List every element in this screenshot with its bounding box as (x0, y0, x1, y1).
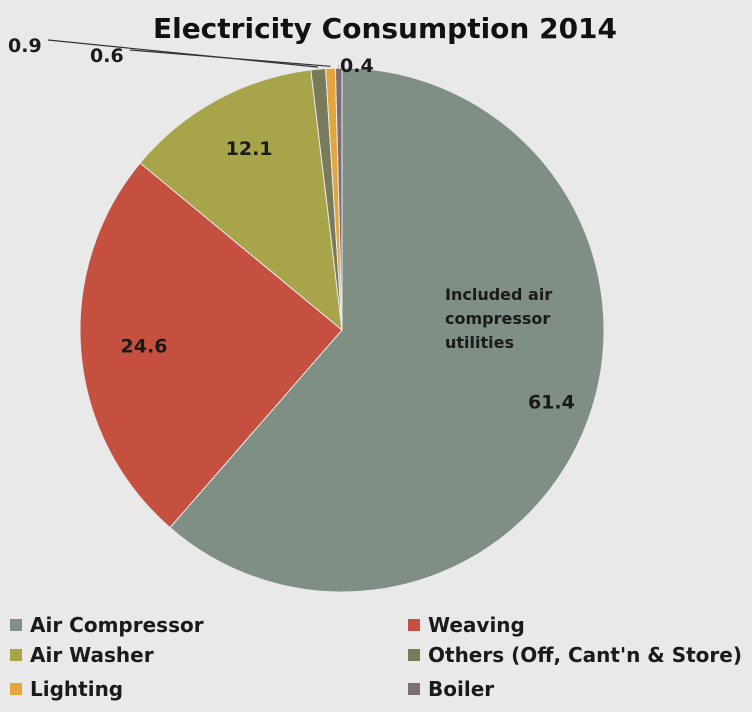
legend-item-air-compressor: Air Compressor (10, 613, 204, 637)
legend-label-air-compressor: Air Compressor (30, 613, 204, 637)
legend-swatch-air-washer (10, 649, 22, 661)
annotation-line-1: Included air (445, 285, 552, 304)
data-label-boiler: 0.4 (340, 55, 374, 77)
legend-item-others-off-cant-n-store: Others (Off, Cant'n & Store) (408, 643, 742, 667)
legend-label-boiler: Boiler (428, 677, 494, 701)
legend-label-air-washer: Air Washer (30, 643, 154, 667)
pie-slice-air-washer (139, 69, 343, 332)
data-label-air-compressor: 61.4 (528, 392, 575, 414)
legend-swatch-weaving (408, 619, 420, 631)
legend-swatch-air-compressor (10, 619, 22, 631)
legend: Air Compressor Weaving Air Washer Others (O… (10, 613, 742, 701)
legend-label-others-off-cant-n-store: Others (Off, Cant'n & Store) (428, 643, 742, 667)
legend-label-lighting: Lighting (30, 677, 123, 701)
legend-swatch-others-off-cant-n-store (408, 649, 420, 661)
legend-item-lighting: Lighting (10, 677, 123, 701)
annotation-line-3: utilities (445, 333, 514, 352)
legend-label-weaving: Weaving (428, 613, 525, 637)
legend-item-air-washer: Air Washer (10, 643, 154, 667)
legend-swatch-lighting (10, 683, 22, 695)
data-label-air-washer: 12.1 (226, 138, 273, 160)
pie-slices (79, 67, 605, 593)
pie-slice-weaving (79, 162, 343, 529)
legend-item-boiler: Boiler (408, 677, 494, 701)
leader-line-others-off-cant-n-store (47, 39, 319, 68)
data-labels: 61.4 24.6 12.1 0.9 0.6 0.4 (8, 35, 575, 414)
annotation: Included air compressor utilities (445, 285, 552, 352)
legend-swatch-boiler (408, 683, 420, 695)
pie-slice-air-compressor (169, 67, 605, 593)
legend-item-weaving: Weaving (408, 613, 525, 637)
leader-lines (47, 39, 339, 68)
chart-title: Electricity Consumption 2014 (153, 12, 617, 45)
pie-slice-boiler (334, 67, 343, 331)
data-label-others-off-cant-n-store: 0.9 (8, 35, 42, 57)
annotation-line-2: compressor (445, 309, 550, 328)
data-label-weaving: 24.6 (121, 335, 168, 357)
data-label-lighting: 0.6 (90, 45, 124, 67)
leader-line-lighting (129, 49, 331, 67)
